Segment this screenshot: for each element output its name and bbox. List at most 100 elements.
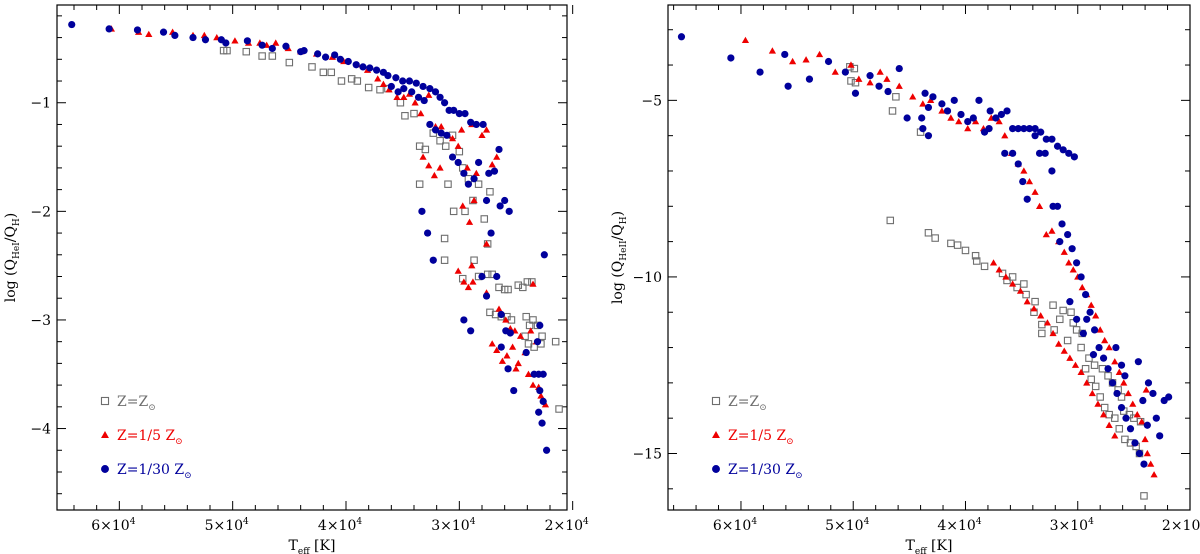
data-point: [1135, 449, 1144, 458]
data-point: [480, 215, 489, 223]
data-point: [1121, 372, 1129, 380]
data-point: [1020, 125, 1028, 133]
data-point: [454, 158, 462, 167]
data-point: [540, 251, 548, 259]
data-point: [539, 370, 547, 378]
data-point: [1031, 125, 1039, 133]
data-point: [961, 246, 970, 255]
data-point: [529, 381, 537, 388]
plot-frame: [56, 4, 568, 511]
data-point: [924, 132, 933, 140]
data-point: [373, 66, 381, 74]
data-point: [1104, 372, 1112, 380]
data-point: [1087, 375, 1095, 384]
data-point: [430, 171, 438, 179]
data-point: [504, 285, 512, 294]
data-point: [400, 85, 408, 93]
data-point: [1111, 414, 1119, 422]
legend-label: Z=1/5 Z⊙: [117, 428, 183, 447]
legend-marker: [101, 465, 109, 473]
data-point: [1136, 417, 1145, 426]
data-point: [969, 114, 977, 122]
data-point: [1031, 297, 1039, 306]
data-point: [1048, 135, 1056, 143]
data-point: [1143, 449, 1151, 457]
data-point: [506, 329, 514, 337]
data-point: [458, 126, 466, 133]
data-point: [242, 47, 251, 56]
data-point: [1165, 393, 1173, 401]
data-point: [1124, 389, 1132, 397]
data-point: [469, 278, 477, 285]
x-axis-label: Teff [K]: [906, 538, 953, 554]
data-point: [470, 175, 478, 183]
data-point: [1105, 343, 1113, 351]
data-point: [223, 46, 231, 55]
data-point: [1133, 411, 1141, 418]
data-point: [493, 153, 501, 160]
data-point: [1023, 298, 1031, 305]
data-point: [1088, 389, 1096, 397]
x-tick-label: 6×104: [91, 517, 135, 534]
data-point: [495, 145, 503, 154]
data-point: [300, 47, 308, 55]
data-point: [322, 53, 330, 61]
data-point: [472, 120, 480, 129]
data-point: [523, 278, 532, 286]
data-point: [68, 20, 76, 29]
data-point: [201, 36, 210, 44]
data-point: [401, 112, 409, 120]
data-point: [444, 180, 452, 188]
x-tick-label: 5×104: [825, 517, 869, 534]
data-point: [504, 365, 512, 373]
plot-frame: [667, 4, 1191, 511]
data-point: [1056, 238, 1064, 246]
data-point: [1149, 389, 1157, 398]
data-point: [1131, 439, 1139, 447]
data-point: [1115, 425, 1124, 433]
data-point: [971, 117, 980, 125]
data-point: [469, 196, 477, 205]
data-point: [353, 77, 362, 85]
data-point: [449, 207, 458, 216]
y-axis-label: log (QHeII/QH): [610, 211, 629, 304]
data-point: [1117, 361, 1126, 369]
data-point: [677, 33, 686, 41]
data-point: [971, 251, 980, 260]
data-point: [1068, 245, 1076, 253]
data-point: [998, 269, 1007, 278]
data-point: [440, 256, 449, 264]
data-point: [841, 68, 849, 76]
data-point: [918, 114, 926, 122]
data-point: [1073, 259, 1081, 267]
data-point: [344, 57, 352, 66]
data-point: [1060, 248, 1068, 255]
data-point: [472, 169, 480, 177]
data-point: [938, 100, 946, 108]
data-point: [1099, 411, 1108, 418]
data-point: [895, 64, 903, 73]
data-point: [1090, 326, 1099, 334]
data-point: [268, 52, 277, 60]
data-point: [529, 280, 537, 287]
data-point: [314, 50, 322, 58]
data-point: [1031, 132, 1039, 140]
legend-label: Z=Z⊙: [117, 394, 156, 413]
data-point: [1105, 421, 1113, 428]
data-point: [374, 75, 382, 82]
data-point: [514, 281, 523, 289]
data-point: [1141, 435, 1149, 443]
data-point: [1031, 188, 1039, 195]
data-point: [493, 272, 501, 281]
data-point: [1038, 320, 1046, 329]
data-point: [145, 30, 153, 38]
data-point: [1150, 471, 1158, 478]
y-tick-label: −2: [30, 204, 51, 220]
legend-marker: [101, 431, 109, 438]
data-point: [460, 316, 468, 324]
right-panel: 6×104 5×104 4×104 3×104 2×104 −5 −10 −15 Teff [K…: [610, 4, 1200, 554]
data-point: [943, 107, 952, 115]
data-point: [414, 93, 423, 101]
data-point: [522, 348, 530, 357]
legend-label: Z=1/30 Z⊙: [117, 462, 192, 481]
